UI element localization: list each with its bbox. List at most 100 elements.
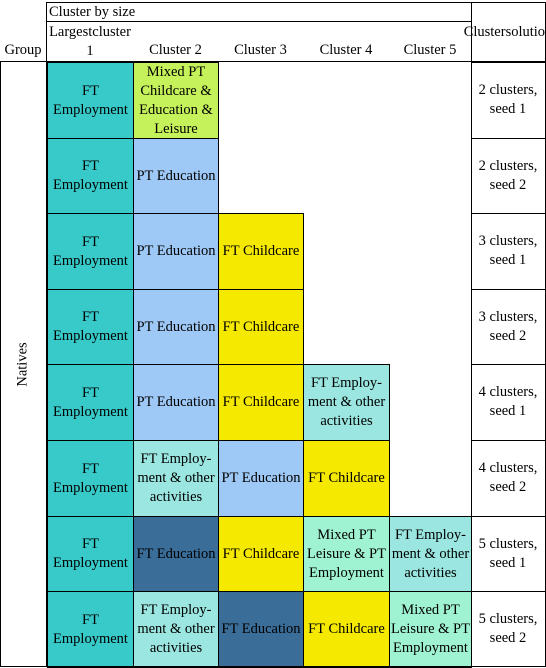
- text-block: FT Education: [136, 545, 215, 564]
- text-line: Childcare &: [140, 82, 212, 99]
- text-block: FT Employment: [53, 157, 128, 195]
- text-block: FT Childcare: [223, 242, 300, 261]
- text-line: activities: [404, 564, 457, 581]
- text-line: FT: [82, 460, 99, 477]
- text-line: Leisure: [154, 120, 198, 137]
- solution-cell: 4 clusters, seed 1: [471, 364, 545, 440]
- text-line: 2 clusters,: [478, 82, 538, 98]
- text-block: Cluster 2: [149, 41, 202, 60]
- text-block: FT Employment: [53, 82, 128, 120]
- text-line: seed 1: [489, 252, 527, 268]
- text-line: Employment: [53, 630, 128, 647]
- cluster-cell: Mixed PT Leisure & PT Employment: [303, 516, 390, 592]
- header-column-1: Largestcluster 1: [47, 22, 133, 62]
- text-block: Mixed PT Leisure & PT Employment: [391, 601, 470, 658]
- cluster-cell: FT Employment: [47, 440, 134, 517]
- header-column-4: Cluster 4: [303, 22, 389, 62]
- text-line: PT Education: [221, 470, 301, 486]
- text-block: Cluster 5: [404, 41, 457, 60]
- text-line: 3 clusters,: [478, 308, 538, 325]
- text-line: seed 2: [489, 327, 527, 344]
- text-line: Mixed PT: [401, 602, 460, 618]
- text-block: PT Education: [221, 469, 300, 488]
- text-block: Largestcluster 1: [47, 23, 133, 61]
- rule-solution-left: [471, 2, 472, 667]
- rule-group-right: [46, 2, 47, 667]
- text-line: FT: [82, 309, 99, 325]
- cluster-cell: FT Employment: [47, 591, 134, 668]
- text-line: Employment: [53, 328, 128, 344]
- solution-row-rule: [471, 62, 545, 63]
- text-line: ment & other: [307, 394, 386, 410]
- header-solution: Clustersolution: [464, 3, 546, 61]
- cluster-cell: FT Employ-ment & other activities: [303, 364, 390, 441]
- solution-row-rule: [471, 440, 545, 441]
- text-block: 5 clusters, seed 1: [479, 535, 538, 573]
- cluster-cell: FT Employ-ment & other activities: [133, 440, 219, 517]
- text-line: Leisure & PT: [307, 545, 386, 562]
- text-block: FT Employment: [53, 384, 128, 422]
- solution-row-rule: [471, 213, 545, 214]
- text-line: Employment: [53, 177, 128, 193]
- text-block: FT Childcare: [223, 393, 300, 412]
- text-line: cluster 1: [86, 24, 131, 59]
- cluster-cell: PT Education: [133, 364, 219, 441]
- text-block: 2 clusters, seed 1: [479, 81, 538, 119]
- text-line: seed 2: [489, 630, 527, 646]
- solution-cell: 4 clusters, seed 2: [471, 440, 545, 516]
- text-line: PT Education: [136, 167, 216, 184]
- text-block: Mixed PT Leisure & PT Employment: [307, 526, 386, 583]
- solution-cell: 2 clusters, seed 1: [471, 62, 545, 138]
- text-block: FT Employ-ment & other activities: [137, 450, 214, 507]
- rule-top: [47, 2, 546, 3]
- cluster-cell: PT Education: [133, 213, 219, 290]
- rule-under-header-label: [47, 21, 471, 22]
- text-block: 3 clusters, seed 2: [479, 308, 538, 346]
- text-line: 2 clusters,: [478, 157, 538, 174]
- text-line: Employment: [309, 564, 384, 581]
- header-column-2: Cluster 2: [133, 22, 218, 62]
- header-group-label: Group: [4, 41, 42, 58]
- text-line: Employment: [53, 479, 128, 496]
- text-block: FT Employment: [53, 308, 128, 346]
- text-line: 5 clusters,: [478, 611, 538, 627]
- text-block: 2 clusters, seed 2: [479, 157, 538, 195]
- text-block: FT Employ-ment & other activities: [137, 601, 214, 658]
- cluster-cell: FT Employment: [47, 516, 134, 592]
- text-line: FT: [82, 384, 99, 401]
- solution-cell: 3 clusters, seed 1: [471, 213, 545, 289]
- cluster-cell: FT Employ-ment & other activities: [133, 591, 219, 668]
- text-line: FT: [82, 82, 99, 99]
- cluster-cell: FT Employ-ment & other activities: [389, 516, 472, 592]
- text-line: FT Childcare: [222, 394, 300, 410]
- text-line: Largest: [49, 24, 93, 40]
- text-block: FT Employ-ment & other activities: [308, 374, 385, 431]
- text-line: Employment: [393, 640, 468, 656]
- text-line: 3 clusters,: [478, 233, 538, 249]
- cluster-cell: FT Employment: [47, 289, 134, 365]
- cluster-cell: FT Childcare: [303, 440, 390, 517]
- text-block: Cluster 3: [234, 41, 287, 60]
- solution-row-rule: [471, 591, 545, 592]
- cluster-cell: FT Childcare: [218, 289, 304, 365]
- text-line: ment & other: [137, 470, 215, 486]
- text-block: FT Employ-ment & other activities: [392, 526, 469, 583]
- cluster-cell: FT Employment: [47, 62, 134, 139]
- text-line: FT Employ-: [394, 526, 466, 543]
- text-line: Leisure & PT: [391, 621, 470, 637]
- text-line: Employment: [53, 403, 128, 420]
- rule-header-bottom: [0, 61, 546, 62]
- text-line: FT Childcare: [222, 318, 300, 335]
- text-line: FT Childcare: [308, 470, 385, 486]
- cluster-cell: FT Employment: [47, 138, 134, 214]
- cluster-cell: Mixed PT Leisure & PT Employment: [389, 591, 472, 668]
- text-line: FT Childcare: [222, 243, 300, 259]
- text-block: FT Childcare: [308, 469, 385, 488]
- text-line: Education &: [139, 101, 213, 118]
- text-block: 5 clusters, seed 2: [479, 610, 538, 648]
- group-label-natives: Natives: [0, 62, 46, 667]
- text-line: PT Education: [136, 394, 216, 410]
- text-line: Mixed PT: [146, 63, 206, 80]
- solution-cell: 2 clusters, seed 2: [471, 138, 545, 213]
